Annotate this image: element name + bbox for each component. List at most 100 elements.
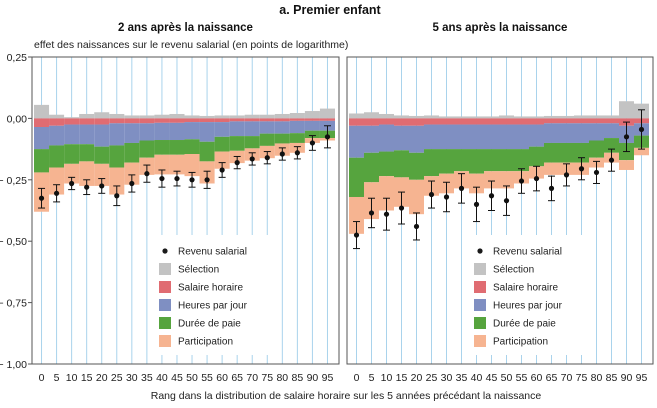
bar-salaire — [439, 118, 454, 125]
bar-heures — [94, 124, 110, 147]
x-tick-label: 70 — [246, 372, 258, 384]
bar-duree — [364, 152, 379, 183]
bar-duree — [604, 138, 619, 153]
x-tick-label: 15 — [396, 372, 408, 384]
point-revenu-salarial — [458, 185, 465, 191]
x-tick-label: 75 — [576, 372, 588, 384]
bar-salaire — [259, 118, 275, 122]
bar-selection — [529, 116, 544, 119]
bar-duree — [454, 149, 469, 172]
bar-duree — [49, 145, 65, 168]
bar-heures — [244, 121, 260, 137]
bar-salaire — [289, 118, 305, 121]
bar-duree — [349, 157, 364, 197]
bar-heures — [214, 122, 230, 137]
legend-swatch — [474, 335, 486, 347]
bar-duree — [139, 140, 155, 158]
x-tick-label: 60 — [216, 372, 228, 384]
legend: Revenu salarial Sélection Salaire horaire H… — [150, 235, 280, 355]
bar-salaire — [169, 118, 185, 123]
point-revenu-salarial — [503, 198, 510, 204]
bar-salaire — [604, 118, 619, 124]
bar-selection — [364, 112, 379, 119]
bar-selection — [349, 113, 364, 119]
point-revenu-salarial — [69, 180, 75, 187]
legend-swatch — [474, 281, 486, 293]
bar-selection — [169, 113, 185, 119]
bar-participation — [109, 167, 125, 195]
point-revenu-salarial — [99, 183, 105, 189]
bar-salaire — [64, 118, 80, 125]
bar-duree — [529, 146, 544, 167]
x-tick-label: 65 — [546, 372, 558, 384]
x-tick-label: 35 — [456, 372, 468, 384]
bar-heures — [499, 124, 514, 150]
legend-swatch — [159, 281, 171, 293]
x-tick-label: 75 — [261, 372, 273, 384]
x-tick-label: 50 — [186, 372, 198, 384]
bar-participation — [79, 161, 95, 186]
bar-selection — [469, 116, 484, 119]
bar-participation — [94, 163, 110, 186]
bar-selection — [604, 115, 619, 119]
bar-salaire — [349, 118, 364, 126]
bar-selection — [184, 115, 200, 119]
point-revenu-salarial — [578, 166, 585, 172]
bar-heures — [139, 123, 155, 141]
legend-box — [150, 235, 280, 355]
bar-duree — [64, 144, 80, 164]
bar-participation — [349, 196, 364, 234]
bar-duree — [589, 140, 604, 158]
legend-label: Sélection — [493, 265, 534, 276]
bar-duree — [154, 140, 170, 155]
x-tick-label: 30 — [441, 372, 453, 384]
bar-heures — [199, 122, 215, 142]
bar-salaire — [94, 118, 110, 125]
bar-selection — [109, 113, 125, 119]
x-tick-label: 25 — [111, 372, 123, 384]
panel-title: 2 ans après la naissance — [118, 22, 253, 34]
bar-salaire — [409, 118, 424, 126]
bar-heures — [169, 122, 185, 141]
panel-frame — [346, 56, 654, 365]
point-revenu-salarial — [129, 180, 135, 187]
y-tick-label: − 0,75 — [0, 298, 27, 310]
x-tick-label: 45 — [171, 372, 183, 384]
x-tick-label: 45 — [486, 372, 498, 384]
x-tick-label: 50 — [501, 372, 513, 384]
x-tick-label: 0 — [39, 372, 45, 384]
x-tick-label: 90 — [307, 372, 319, 384]
x-tick-label: 15 — [81, 372, 93, 384]
bar-salaire — [274, 118, 290, 122]
bar-salaire — [364, 118, 379, 126]
legend-label: Salaire horaire — [178, 283, 243, 294]
bar-participation — [184, 154, 200, 177]
x-tick-label: 40 — [156, 372, 168, 384]
bar-heures — [469, 124, 484, 150]
x-tick-label: 55 — [516, 372, 528, 384]
panel-2: 5 ans après la naissance 0 5 10 15 20 25 30 35 40… — [346, 22, 654, 384]
x-tick-label: 80 — [276, 372, 288, 384]
point-revenu-salarial — [383, 211, 390, 217]
bar-heures — [589, 123, 604, 141]
bar-duree — [379, 151, 394, 177]
bar-duree — [439, 149, 454, 174]
bar-selection — [394, 115, 409, 119]
bar-participation — [154, 154, 170, 175]
point-revenu-salarial — [428, 191, 435, 198]
x-tick-label: 5 — [54, 372, 60, 384]
bar-duree — [514, 149, 529, 172]
bar-salaire — [484, 118, 499, 125]
point-revenu-salarial — [234, 160, 240, 166]
bar-salaire — [49, 118, 65, 126]
bar-heures — [124, 123, 140, 143]
panel-1: 2 ans après la naissance 0 5 10 15 20 25 30 35 40… — [31, 22, 340, 384]
bar-selection — [379, 113, 394, 119]
legend-label: Sélection — [178, 265, 219, 276]
bar-salaire — [199, 118, 215, 123]
bar-salaire — [229, 118, 245, 122]
legend-label: Durée de paie — [493, 319, 556, 330]
